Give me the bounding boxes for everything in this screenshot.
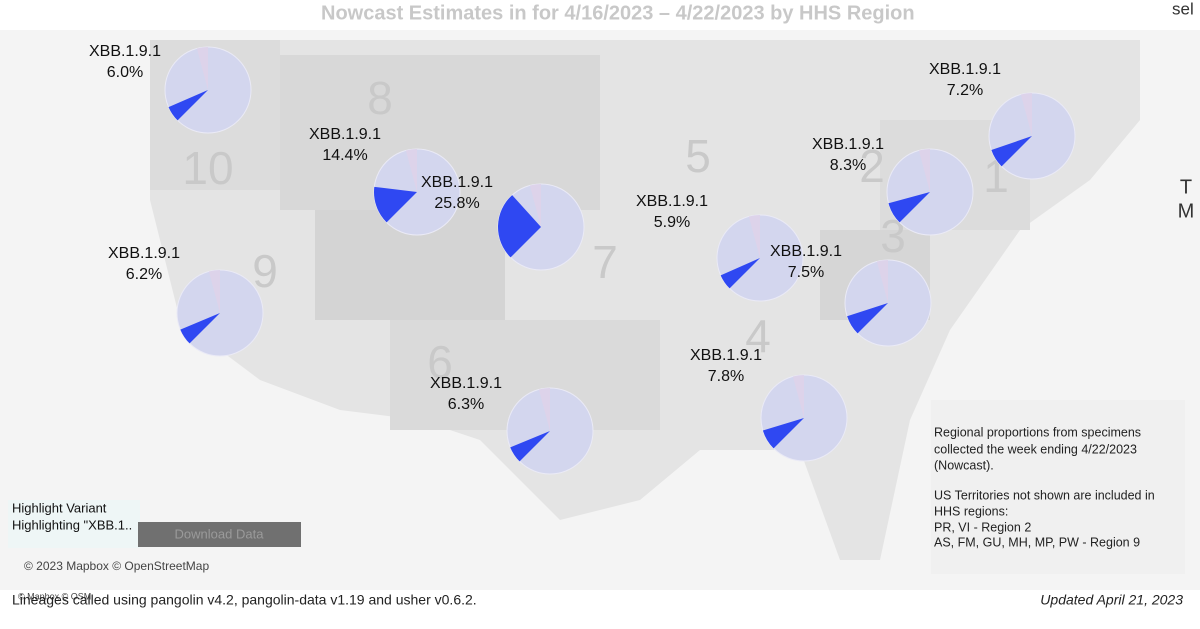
region-number: 7 bbox=[592, 236, 618, 288]
pie-slice bbox=[991, 136, 1032, 167]
region-number: 4 bbox=[745, 310, 771, 362]
note-line: US Territories not shown are included in bbox=[934, 488, 1155, 502]
pie-slice bbox=[498, 195, 541, 258]
region-number: 8 bbox=[367, 72, 393, 124]
pie-other bbox=[876, 260, 888, 303]
pie-variant: XBB.1.9.1 bbox=[89, 43, 161, 60]
pie-share: 7.8% bbox=[708, 368, 744, 385]
pies: XBB.1.9.1 6.0% XBB.1.9.1 14.4% XBB.1.9.1 25.8… bbox=[89, 43, 1076, 475]
note-line: HHS regions: bbox=[934, 504, 1008, 518]
pie-variant: XBB.1.9.1 bbox=[309, 126, 381, 143]
pie-slice bbox=[888, 192, 930, 223]
note-line: collected the week ending 4/22/2023 bbox=[934, 442, 1137, 456]
pie-share: 7.5% bbox=[788, 264, 824, 281]
pie-other bbox=[918, 149, 930, 192]
pie-slice bbox=[374, 186, 417, 223]
pie-share: 5.9% bbox=[654, 214, 690, 231]
highlight-title: Highlight Variant bbox=[12, 500, 107, 515]
pie-share: 7.2% bbox=[947, 82, 983, 99]
edge-text: sel bbox=[1172, 0, 1194, 18]
title: Nowcast Estimates in for 4/16/2023 – 4/2… bbox=[321, 2, 915, 24]
pie-variant: XBB.1.9.1 bbox=[636, 193, 708, 210]
pie-share: 25.8% bbox=[434, 195, 479, 212]
pie-other bbox=[1020, 93, 1032, 136]
pie-other bbox=[208, 270, 220, 313]
pie-variant: XBB.1.9.1 bbox=[421, 174, 493, 191]
region-number: 10 bbox=[182, 142, 233, 194]
edge-text: T bbox=[1180, 176, 1192, 198]
region-number: 6 bbox=[427, 336, 453, 388]
pie-slice bbox=[168, 90, 208, 121]
region-number: 5 bbox=[685, 130, 711, 182]
pie-variant: XBB.1.9.1 bbox=[430, 375, 502, 392]
pie-slice bbox=[510, 431, 550, 462]
attribution[interactable]: © 2023 Mapbox © OpenStreetMap bbox=[24, 559, 209, 573]
pie-other bbox=[748, 215, 760, 258]
pie-other bbox=[529, 184, 541, 227]
note-box bbox=[931, 400, 1185, 574]
pie-slice bbox=[180, 313, 220, 344]
pie-variant: XBB.1.9.1 bbox=[929, 61, 1001, 78]
pie-other bbox=[792, 375, 804, 418]
note-line: (Nowcast). bbox=[934, 458, 994, 472]
footer: Lineages called using pangolin v4.2, pan… bbox=[12, 592, 477, 608]
pie-share: 8.3% bbox=[830, 157, 866, 174]
region-number: 9 bbox=[252, 245, 278, 297]
edge-text: M bbox=[1178, 200, 1195, 222]
attribution-small: © Mapbox © OSM bbox=[18, 591, 91, 601]
pie-share: 14.4% bbox=[322, 147, 367, 164]
pie-variant: XBB.1.9.1 bbox=[770, 243, 842, 260]
highlight-panel bbox=[8, 500, 140, 548]
note: Regional proportions from specimens colle… bbox=[934, 425, 1155, 549]
pie-variant: XBB.1.9.1 bbox=[812, 136, 884, 153]
note-line: Regional proportions from specimens bbox=[934, 425, 1141, 439]
pie-share: 6.3% bbox=[448, 396, 484, 413]
pie-variant: XBB.1.9.1 bbox=[108, 245, 180, 262]
pie-slice bbox=[720, 258, 760, 289]
highlight-value[interactable]: Highlighting "XBB.1.. bbox=[12, 517, 132, 532]
pie-share: 6.2% bbox=[126, 266, 162, 283]
note-line: PR, VI - Region 2 bbox=[934, 520, 1031, 534]
download-button[interactable] bbox=[138, 522, 301, 547]
pie-slice bbox=[762, 418, 804, 449]
pie-other bbox=[538, 388, 550, 431]
pie-slice bbox=[847, 303, 888, 334]
pie-share: 6.0% bbox=[107, 64, 143, 81]
note-line: AS, FM, GU, MH, MP, PW - Region 9 bbox=[934, 535, 1140, 549]
region-number: 2 bbox=[859, 140, 885, 192]
pie-variant: XBB.1.9.1 bbox=[690, 347, 762, 364]
pie-other bbox=[405, 149, 417, 192]
pie-other bbox=[196, 47, 208, 90]
updated: Updated April 21, 2023 bbox=[1040, 592, 1183, 608]
download-label[interactable]: Download Data bbox=[175, 526, 265, 541]
